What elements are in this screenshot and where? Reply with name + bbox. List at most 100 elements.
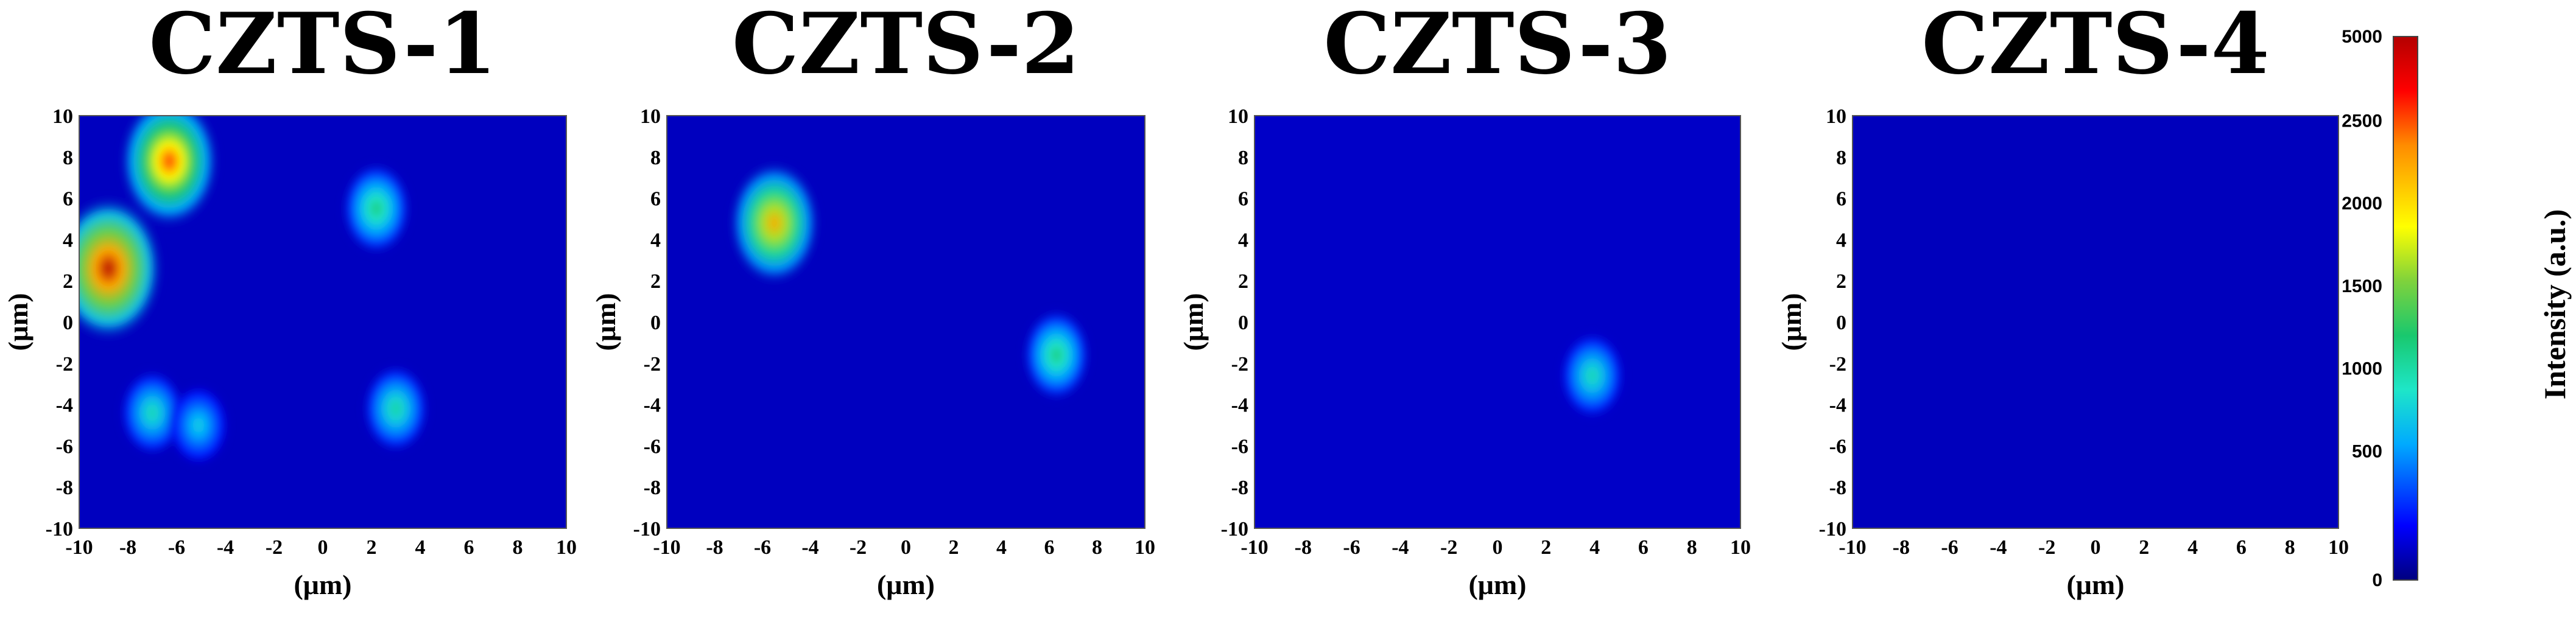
intensity-spot [167,383,230,467]
x-tick-label: -10 [1839,536,1866,559]
x-tick-label: 6 [464,536,474,559]
y-tick-label: 2 [1238,270,1248,293]
y-tick-label: -10 [1221,518,1248,540]
x-tick-label: 8 [513,536,523,559]
x-axis-label: (μm) [1468,569,1526,600]
y-tick-label: -2 [644,353,661,376]
x-tick-label: 2 [2139,536,2149,559]
intensity-spot [79,195,163,341]
x-tick-label: -4 [801,536,818,559]
intensity-spot [728,161,820,285]
x-tick-label: -6 [168,536,185,559]
x-tick-label: -8 [1893,536,1910,559]
y-axis-label: (μm) [2,293,33,351]
colorbar-tick-label: 0 [2372,570,2382,590]
intensity-spot [340,161,412,256]
y-tick-label: 6 [1836,188,1846,211]
colorbar-tick-label: 1000 [2342,359,2382,379]
y-tick-label: -6 [644,435,661,458]
x-axis-label: (μm) [294,569,351,600]
y-tick-label: 10 [640,105,661,128]
x-tick-label: -2 [266,536,283,559]
x-tick-label: -6 [754,536,771,559]
y-tick-label: 2 [63,270,73,293]
x-tick-label: -4 [1990,536,2007,559]
colorbar-label: Intensity (a.u.) [2538,209,2572,400]
intensity-spot [119,116,219,228]
y-tick-label: -2 [56,353,73,376]
y-tick-label: 8 [1836,147,1846,169]
y-tick-label: 6 [1238,188,1248,211]
x-tick-label: -2 [2038,536,2055,559]
colorbar-tick-label: 2500 [2342,111,2382,131]
y-tick-label: 0 [1836,312,1846,334]
y-tick-label: 4 [63,229,73,251]
y-tick-label: 2 [1836,270,1846,293]
x-tick-label: 0 [1493,536,1503,559]
x-tick-label: -6 [1941,536,1958,559]
x-tick-label: 10 [1730,536,1751,559]
heatmap-background [1853,116,2338,528]
x-tick-label: -6 [1343,536,1360,559]
x-tick-label: 2 [949,536,959,559]
panel-title: CZTS-2 [732,0,1080,93]
y-tick-label: -10 [46,518,73,540]
heatmap-area [1255,116,1740,528]
y-tick-label: 10 [52,105,73,128]
y-tick-label: -8 [1231,477,1248,499]
x-axis-label: (μm) [877,569,935,600]
x-tick-label: -8 [119,536,136,559]
y-tick-label: 2 [650,270,661,293]
intensity-spot [362,363,430,454]
x-tick-label: 4 [1589,536,1600,559]
panel-title: CZTS-3 [1323,0,1671,93]
x-tick-label: 8 [1092,536,1102,559]
y-tick-label: 4 [1238,229,1248,251]
y-tick-label: -10 [1819,518,1846,540]
heatmap-panel: CZTS-4 -10 -8 -6 -4 -2 0 2 4 6 8 10 10 8 6 4 2 0 -2 -4 -6 -8 -… [1776,0,2349,600]
y-tick-label: 0 [650,312,661,334]
y-tick-label: 4 [1836,229,1846,251]
colorbar-tick-label: 1500 [2342,276,2382,296]
y-axis-label: (μm) [1776,293,1807,351]
y-tick-label: -2 [1829,353,1846,376]
y-tick-label: -4 [1829,394,1846,417]
y-tick-label: -4 [56,394,73,417]
y-tick-label: 0 [1238,312,1248,334]
x-tick-label: 10 [1135,536,1155,559]
x-tick-label: 2 [367,536,377,559]
y-axis-label: (μm) [590,293,621,351]
y-axis-label: (μm) [1178,293,1209,351]
y-tick-label: -8 [56,477,73,499]
y-tick-label: -4 [1231,394,1248,417]
y-tick-label: 8 [650,147,661,169]
heatmap-panel: CZTS-3 -10 -8 -6 -4 -2 0 2 4 6 8 10 10 8 6 4 2 0 -2 -4 -6 -8 -… [1178,0,1751,600]
x-tick-label: 10 [2328,536,2349,559]
y-tick-label: 6 [650,188,661,211]
y-tick-label: -8 [1829,477,1846,499]
colorbar-tick-label: 500 [2352,441,2382,461]
y-tick-label: -2 [1231,353,1248,376]
y-tick-label: -6 [56,435,73,458]
x-tick-label: -2 [850,536,867,559]
heatmap-area [79,116,566,528]
y-tick-label: 0 [63,312,73,334]
x-tick-label: 6 [1638,536,1649,559]
y-tick-label: 8 [63,147,73,169]
x-tick-label: 4 [996,536,1007,559]
heatmap-panels: CZTS-1 -10 -8 -6 -4 -2 0 2 4 6 8 10 10 8 6 4 2 0 -2 -4 -6 -8 -… [2,0,2349,600]
x-tick-label: 6 [1044,536,1055,559]
x-tick-label: 6 [2236,536,2247,559]
x-tick-label: -8 [1295,536,1312,559]
heatmap-area [667,116,1145,528]
x-tick-label: 0 [2091,536,2101,559]
panel-title: CZTS-4 [1921,0,2269,93]
heatmap-area [1853,116,2338,528]
x-tick-label: 8 [1687,536,1697,559]
x-tick-label: 0 [318,536,328,559]
y-tick-label: -6 [1231,435,1248,458]
y-tick-label: 10 [1228,105,1248,128]
